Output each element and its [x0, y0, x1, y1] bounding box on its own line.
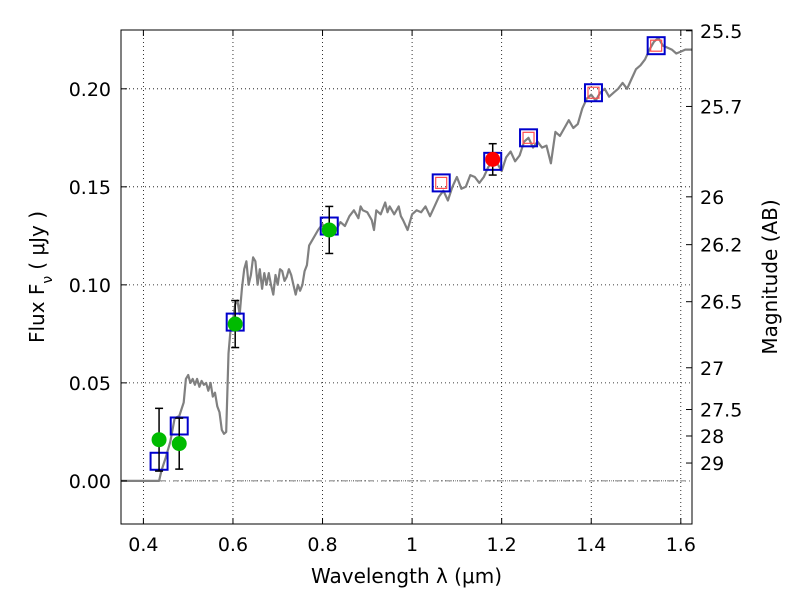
model-photometry-inner-square	[587, 86, 600, 99]
right-tick-label: 25.5	[700, 21, 742, 43]
x-tick-label: 1.2	[487, 534, 517, 556]
y-tick-label: 0.00	[69, 471, 111, 493]
model-photometry-square	[583, 83, 603, 103]
y-tick-label: 0.10	[69, 275, 111, 297]
model-photometry-square	[646, 36, 666, 56]
y-axis-label-unit: ( μJy )	[25, 211, 49, 270]
right-tick-label: 26.5	[700, 292, 742, 314]
right-tick-label: 27.5	[700, 400, 742, 422]
x-tick-label: 1.6	[666, 534, 696, 556]
observed-flux-point	[151, 432, 167, 448]
grid	[121, 30, 692, 524]
observed-flux-point	[171, 436, 187, 452]
observed-flux-point	[485, 151, 501, 167]
right-tick-label: 26.2	[700, 235, 742, 257]
right-tick-label: 29	[700, 453, 724, 475]
x-tick-label: 0.6	[218, 534, 248, 556]
x-tick-label: 0.8	[307, 534, 337, 556]
y-tick-label: 0.20	[69, 79, 111, 101]
y-axis-label: Flux Fν ( μJy )	[25, 211, 56, 343]
model-photometry-inner-square	[435, 176, 448, 190]
model-photometry-inner-square	[650, 39, 663, 52]
model-sed-line	[121, 36, 692, 482]
model-photometry-inner-square	[522, 131, 535, 144]
right-tick-label: 28	[700, 426, 724, 448]
model-photometry-square	[519, 128, 539, 148]
right-tick-label: 26	[700, 187, 724, 209]
axes: 0.4 0.6 0.8 1 1.2 1.4 1.6 0.00 0.05 0.10 0.15 0.20 2…	[69, 21, 743, 556]
x-tick-label: 0.4	[128, 534, 158, 556]
plot-frame	[120, 29, 693, 525]
model-photometry-square	[431, 173, 451, 193]
y-axis-label-subscript: ν	[40, 276, 56, 284]
observed-flux-point	[227, 316, 243, 332]
observed-flux-point	[321, 222, 337, 238]
x-tick-label: 1.4	[576, 534, 606, 556]
right-tick-label: 27	[700, 358, 724, 380]
data-layer	[121, 36, 692, 482]
y-tick-label: 0.15	[69, 177, 111, 199]
y-tick-label: 0.05	[69, 373, 111, 395]
right-axis-label: Magnitude (AB)	[758, 199, 782, 354]
x-tick-label: 1	[406, 534, 418, 556]
right-tick-label: 25.7	[700, 96, 742, 118]
y-axis-label-main: Flux F	[25, 284, 49, 343]
x-axis-label: Wavelength λ (μm)	[311, 564, 502, 588]
